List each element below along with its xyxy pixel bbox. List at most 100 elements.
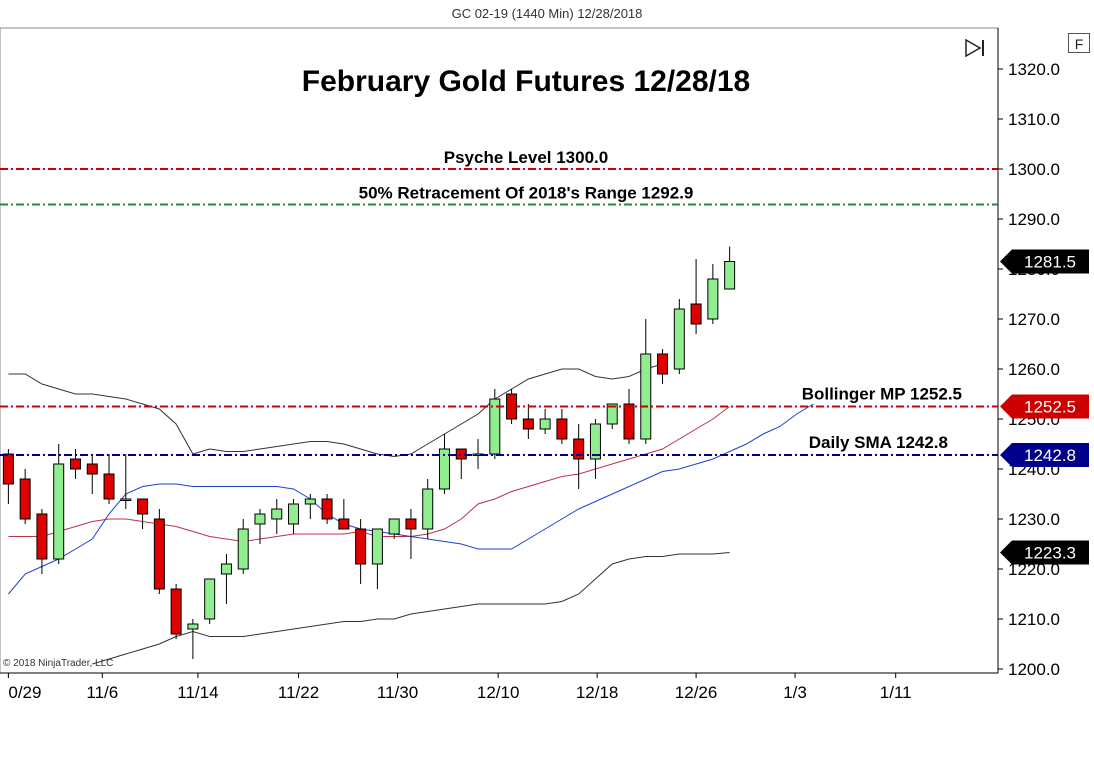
candle-body <box>489 398 501 455</box>
copyright-text: © 2018 NinjaTrader, LLC <box>3 658 114 669</box>
bollinger-upper-line <box>8 363 663 458</box>
level-label: 50% Retracement Of 2018's Range 1292.9 <box>359 184 694 203</box>
candle <box>556 409 568 444</box>
plot-area <box>0 27 999 674</box>
price-marker: 1223.3 <box>1000 540 1089 565</box>
horizontal-levels: Psyche Level 1300.0 50% Retracement Of 20… <box>0 148 998 456</box>
candle-body <box>288 503 300 525</box>
candle-body <box>438 448 450 490</box>
price-marker-box <box>1000 443 1089 467</box>
candle <box>304 494 316 519</box>
candle <box>657 349 669 384</box>
candle <box>405 509 417 559</box>
y-axis: 1200.01210.01220.01230.01240.01250.01260… <box>998 60 1060 679</box>
candle <box>371 528 383 589</box>
candle <box>690 259 702 334</box>
price-marker-label: 1281.5 <box>1024 253 1076 272</box>
candle-body <box>237 528 249 570</box>
candle <box>539 409 551 434</box>
x-tick-label: 1/3 <box>783 683 807 702</box>
candle-body <box>422 488 434 530</box>
level-label: Daily SMA 1242.8 <box>809 433 948 452</box>
y-tick-label: 1300.0 <box>1008 160 1060 179</box>
y-tick-label: 1210.0 <box>1008 610 1060 629</box>
candle-body <box>657 353 669 375</box>
price-marker-box <box>1000 540 1089 565</box>
y-tick-label: 1320.0 <box>1008 60 1060 79</box>
price-marker-box <box>1000 249 1089 274</box>
candle <box>220 554 232 604</box>
candle <box>53 444 65 564</box>
candle <box>153 509 165 594</box>
price-marker-label: 1223.3 <box>1024 544 1076 563</box>
level-label: Bollinger MP 1252.5 <box>802 385 962 404</box>
y-tick-label: 1310.0 <box>1008 110 1060 129</box>
candle-body <box>355 528 367 565</box>
candle <box>489 389 501 459</box>
candle <box>707 264 719 324</box>
candle-body <box>170 588 182 635</box>
instrument-title: GC 02-19 (1440 Min) 12/28/2018 <box>451 6 643 21</box>
candle-body <box>707 278 719 320</box>
f-button[interactable]: F <box>1068 33 1090 53</box>
candle-body <box>522 418 534 430</box>
candle-body <box>36 513 48 560</box>
candle <box>589 419 601 479</box>
candle-body <box>204 578 216 620</box>
x-axis: 0/29 11/6 11/14 11/22 11/30 12/10 12/18 12/26 1/… <box>7 673 912 702</box>
x-tick-label: 11/22 <box>278 683 319 702</box>
candle <box>120 454 132 509</box>
x-tick-label: 12/10 <box>477 683 520 702</box>
candle-body <box>187 623 199 630</box>
candle-body <box>388 518 400 535</box>
candle <box>422 479 434 539</box>
price-marker: 1242.8 <box>1000 443 1089 467</box>
x-tick-label: 11/6 <box>86 683 118 702</box>
candle <box>623 389 635 444</box>
candle-body <box>2 453 14 485</box>
play-end-icon[interactable] <box>964 38 988 58</box>
candle <box>170 584 182 639</box>
bollinger-middle-line <box>8 406 730 543</box>
candle <box>204 578 216 624</box>
candle <box>36 509 48 574</box>
candle-body <box>556 418 568 440</box>
candle <box>86 454 98 494</box>
candle <box>640 319 652 444</box>
y-tick-label: 1260.0 <box>1008 360 1060 379</box>
candle-body <box>304 498 316 505</box>
y-tick-label: 1290.0 <box>1008 210 1060 229</box>
candle-body <box>405 518 417 530</box>
x-tick-label: 11/14 <box>177 683 218 702</box>
candles <box>2 246 736 659</box>
candle-body <box>69 458 81 470</box>
x-tick-label: 11/30 <box>377 683 418 702</box>
candle <box>724 246 736 290</box>
x-tick-label: 12/26 <box>675 683 718 702</box>
level-label: Psyche Level 1300.0 <box>444 148 608 167</box>
price-marker: 1252.5 <box>1000 394 1089 419</box>
candle <box>271 499 283 534</box>
candle-body <box>103 473 115 500</box>
candle-body <box>254 513 266 525</box>
price-marker-label: 1242.8 <box>1024 446 1076 465</box>
candle <box>606 403 618 429</box>
candle-body <box>220 563 232 575</box>
y-tick-label: 1220.0 <box>1008 560 1060 579</box>
candle-body <box>673 308 685 370</box>
candle <box>355 519 367 584</box>
candle <box>438 434 450 494</box>
candle-body <box>321 498 333 520</box>
y-tick-label: 1230.0 <box>1008 510 1060 529</box>
candle <box>137 498 149 529</box>
candle <box>2 449 14 504</box>
candle-body <box>53 463 65 560</box>
x-tick-label: 12/18 <box>576 683 619 702</box>
candle-body <box>724 261 736 290</box>
candle-body <box>371 528 383 565</box>
y-tick-label: 1200.0 <box>1008 660 1060 679</box>
price-marker-box <box>1000 394 1089 419</box>
candle-body <box>573 438 585 460</box>
candle <box>321 494 333 524</box>
